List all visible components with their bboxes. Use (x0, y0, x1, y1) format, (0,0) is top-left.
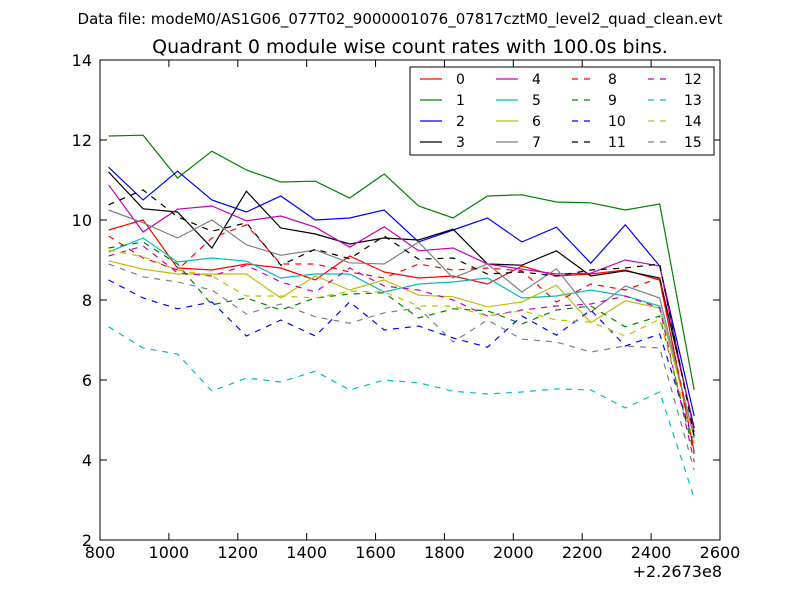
x-tick-label: 2000 (493, 543, 534, 562)
series-line-10 (108, 279, 695, 445)
series-line-9 (108, 241, 695, 455)
legend-label-6: 6 (532, 114, 541, 130)
y-tick-label: 14 (72, 51, 92, 70)
x-tick-label: 1800 (424, 543, 465, 562)
chart-title: Quadrant 0 module wise count rates with … (152, 36, 668, 58)
y-tick-label: 12 (72, 131, 92, 150)
series-line-1 (108, 134, 695, 391)
x-tick-label: 2400 (631, 543, 672, 562)
legend-box (409, 66, 715, 156)
legend-label-10: 10 (608, 114, 626, 130)
series-line-12 (108, 245, 695, 463)
x-tick-label: 2600 (700, 543, 741, 562)
x-tick-label: 800 (85, 543, 116, 562)
legend-label-2: 2 (456, 114, 465, 130)
legend-label-8: 8 (608, 72, 617, 88)
x-tick-label: 1400 (286, 543, 327, 562)
y-tick-label: 10 (72, 211, 92, 230)
legend-label-7: 7 (532, 135, 541, 151)
legend-label-0: 0 (456, 72, 465, 88)
series-line-14 (108, 249, 695, 445)
legend-label-4: 4 (532, 72, 541, 88)
x-tick-label: 1000 (149, 543, 190, 562)
series-line-4 (108, 184, 695, 433)
series-line-13 (108, 326, 695, 499)
y-tick-label: 8 (82, 291, 92, 310)
legend-label-3: 3 (456, 135, 465, 151)
legend-label-14: 14 (684, 114, 702, 130)
y-tick-label: 6 (82, 371, 92, 390)
series-line-15 (108, 263, 695, 471)
x-tick-label: 2200 (562, 543, 603, 562)
legend-label-15: 15 (684, 135, 702, 151)
series-line-8 (108, 224, 695, 453)
series-line-7 (108, 209, 695, 439)
plot-area: 800 1000 1200 1400 1600 1800 2000 2200 2400 2600 2… (72, 51, 741, 562)
series-line-2 (108, 166, 695, 417)
x-offset-label: +2.2673e8 (633, 562, 722, 581)
series-line-0 (108, 219, 695, 453)
x-tick-label: 1200 (217, 543, 258, 562)
suptitle: Data file: modeM0/AS1G06_077T02_90000010… (78, 10, 723, 29)
x-tick-label: 1600 (355, 543, 396, 562)
legend-label-5: 5 (532, 93, 541, 109)
series-line-11 (108, 189, 695, 437)
legend-label-13: 13 (684, 93, 702, 109)
legend-label-9: 9 (608, 93, 617, 109)
legend-label-12: 12 (684, 72, 702, 88)
series-line-6 (108, 260, 695, 437)
y-tick-label: 4 (82, 451, 92, 470)
legend-label-1: 1 (456, 93, 465, 109)
legend-label-11: 11 (608, 135, 626, 151)
y-tick-label: 2 (82, 531, 92, 550)
